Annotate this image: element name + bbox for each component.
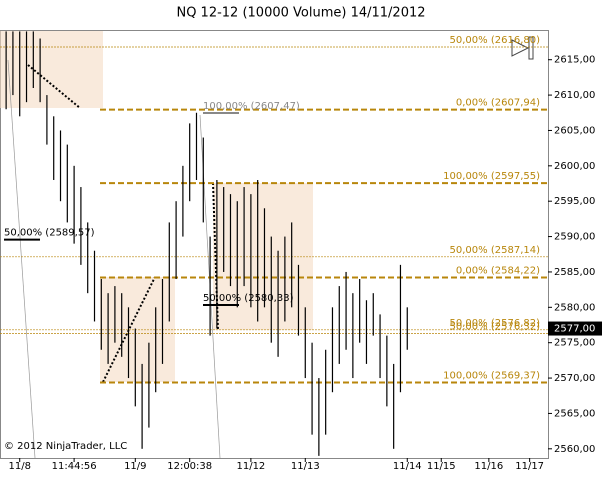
- x-tick-label: 11/16: [474, 461, 503, 472]
- fib-label: 50,00% (2587,14): [450, 245, 541, 256]
- fib-label: 0,00% (2607,94): [456, 98, 540, 109]
- fib-label: 100,00% (2569,37): [443, 371, 540, 382]
- trend-line: [7, 59, 36, 459]
- y-tick-label: 2615,00: [554, 55, 595, 66]
- x-tick-label: 11/12: [236, 461, 265, 472]
- y-tick-label: 2565,00: [554, 408, 595, 419]
- pause-icon[interactable]: [528, 36, 534, 60]
- y-tick-label: 2570,00: [554, 373, 595, 384]
- level-label: 50,00% (2580,33): [203, 293, 294, 304]
- fib-trend: [102, 276, 156, 383]
- y-tick-label: 2605,00: [554, 125, 595, 136]
- level-label: 100,00% (2607,47): [203, 101, 300, 112]
- fib-label: 50,00% (2576,32): [450, 321, 541, 332]
- copyright: © 2012 NinjaTrader, LLC: [4, 441, 127, 452]
- y-tick-label: 2585,00: [554, 267, 595, 278]
- fib-trend: [27, 64, 81, 109]
- last-price-box: [548, 321, 602, 336]
- last-price-label: 2577,00: [554, 324, 595, 335]
- play-icon[interactable]: [511, 39, 530, 57]
- x-tick-label: 12:00:38: [167, 461, 212, 472]
- fib-zone: [0, 31, 103, 108]
- plot-frame: [0, 30, 549, 459]
- y-tick-label: 2600,00: [554, 161, 595, 172]
- y-tick-label: 2590,00: [554, 232, 595, 243]
- x-tick-label: 11:44:56: [52, 461, 97, 472]
- x-tick-label: 11/15: [427, 461, 456, 472]
- fib-label: 100,00% (2597,55): [443, 171, 540, 182]
- x-tick-label: 11/13: [291, 461, 320, 472]
- level-label: 50,00% (2589,57): [4, 228, 95, 239]
- x-tick-label: 11/9: [124, 461, 146, 472]
- y-tick-label: 2560,00: [554, 444, 595, 455]
- y-tick-label: 2595,00: [554, 196, 595, 207]
- fib-label: 0,00% (2584,22): [456, 265, 540, 276]
- y-tick-label: 2575,00: [554, 338, 595, 349]
- x-tick-label: 11/8: [8, 461, 30, 472]
- y-tick-label: 2610,00: [554, 90, 595, 101]
- x-tick-label: 11/17: [515, 461, 544, 472]
- x-tick-label: 11/14: [393, 461, 422, 472]
- replay-icon[interactable]: [511, 36, 534, 60]
- fib-trend: [212, 182, 219, 331]
- y-tick-label: 2580,00: [554, 302, 595, 313]
- fib-label: 50,00% (2576,82): [450, 318, 541, 329]
- chart-title: NQ 12-12 (10000 Volume) 14/11/2012: [176, 6, 425, 21]
- fib-label: 50,00% (2616,80): [450, 35, 541, 46]
